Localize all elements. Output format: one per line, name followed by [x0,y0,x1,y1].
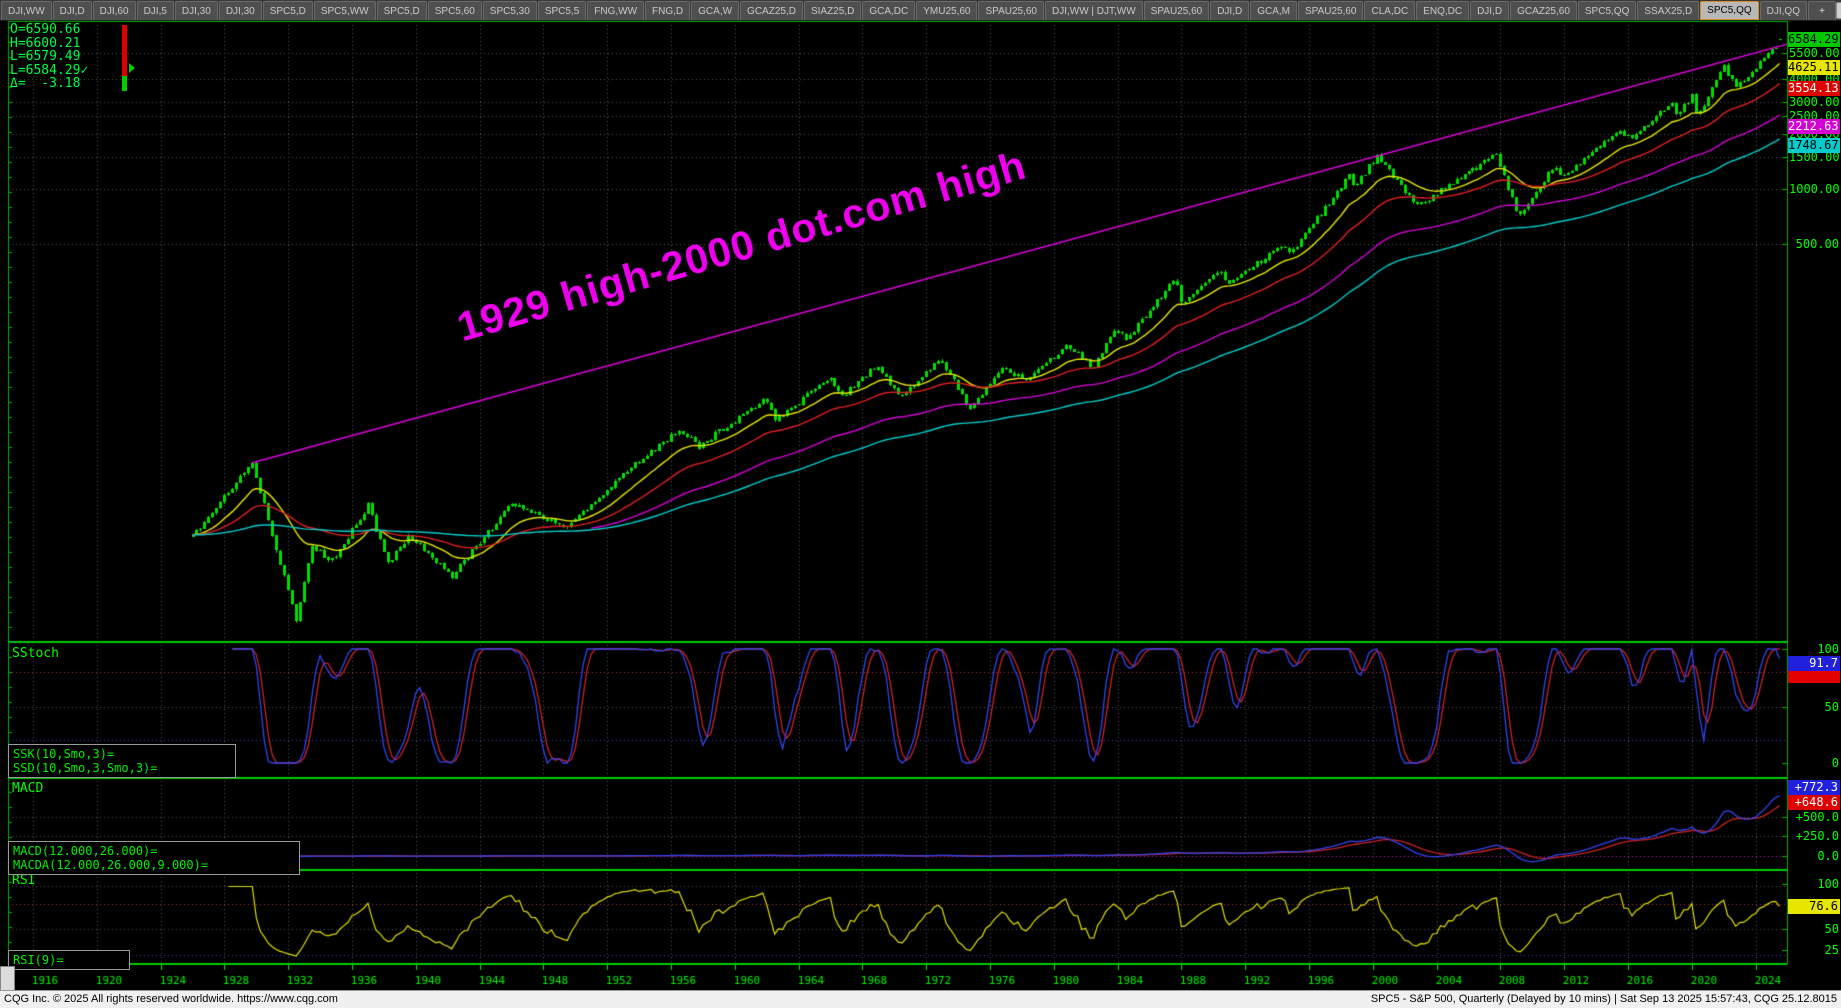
price-badge: 1748.67 [1788,137,1840,153]
h-scrollbar-stub[interactable] [0,966,15,991]
rsi-panel-title: RSI [12,873,36,888]
price-badge: 6584.29 [1788,31,1840,47]
price-badge: 2212.63 [1788,118,1840,134]
copyright-text: CQG Inc. © 2025 All rights reserved worl… [4,993,338,1005]
rsi-value-badge: 76.6 [1788,898,1840,914]
rsi-axis-label: 100 [1817,877,1839,891]
stoch-axis-label: 0 [1831,756,1839,770]
macda-param: MACDA(12.000,26.000,9.000)= [13,858,209,872]
macd-axis-label: 0.0 [1817,849,1839,863]
rsi-axis-label: 50 [1824,922,1839,936]
stoch-axis-label: 100 [1817,642,1839,656]
price-axis-label: 1000.00 [1789,182,1840,196]
stoch-value-badge [1788,667,1840,683]
quote-high: H=6600.21 [10,35,81,51]
quote-panel: O=6590.66 H=6600.21 L=6579.49 L=6584.29✓… [10,23,88,91]
stoch-panel-title: SStoch [12,646,59,661]
macd-axis-label: +250.0 [1795,829,1839,843]
price-badge: 3554.13 [1788,80,1840,96]
rsi-param: RSI(9)= [13,953,64,967]
quote-net-change: Δ= -3.18 [10,76,81,91]
quote-last: L=6584.29✓ [10,62,89,78]
quote-open: O=6590.66 [10,22,81,37]
price-axis-label: 500.00 [1795,237,1839,251]
status-bar: CQG Inc. © 2025 All rights reserved worl… [0,990,1841,1008]
price-axis-label: 5500.00 [1789,46,1840,60]
stoch-axis-label: 50 [1824,700,1839,714]
price-axis-label: 3000.00 [1789,95,1840,109]
stoch-d-param: SSD(10,Smo,3,Smo,3)= [13,761,158,775]
macd-param: MACD(12.000,26.000)= [13,844,158,858]
stoch-k-param: SSK(10,Smo,3)= [13,747,115,761]
rsi-params-box[interactable]: RSI(9)= [8,950,130,970]
stoch-value-badge: 91.7 [1788,655,1840,671]
stoch-params-box[interactable]: SSK(10,Smo,3)= SSD(10,Smo,3,Smo,3)= [8,744,236,778]
current-bar-range [122,25,127,76]
price-axis-label: 1500.00 [1789,150,1840,164]
macd-params-box[interactable]: MACD(12.000,26.000)= MACDA(12.000,26.000… [8,841,300,875]
macd-value-badge: +772.3 [1788,779,1840,795]
price-badge: 4625.11 [1788,59,1840,75]
last-price-marker-icon [129,63,135,73]
rsi-axis-label: 25 [1824,943,1839,957]
macd-panel-title: MACD [12,781,44,796]
current-bar-body [122,76,127,91]
contract-status-text: SPC5 - S&P 500, Quarterly (Delayed by 10… [1370,993,1837,1005]
macd-axis-label: +500.0 [1795,810,1839,824]
macd-value-badge: +648.6 [1788,794,1840,810]
quote-low: L=6579.49 [10,49,81,64]
